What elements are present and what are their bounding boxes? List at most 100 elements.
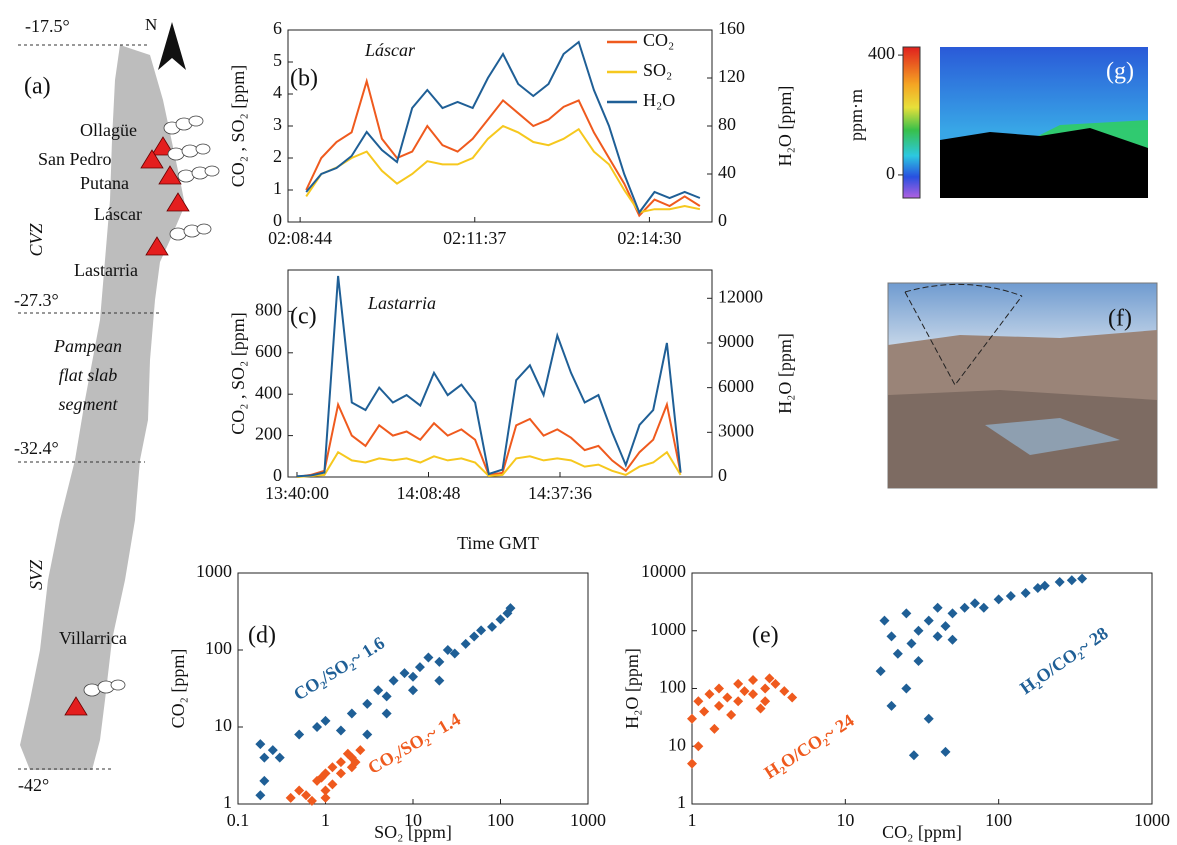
volcano-label: Lastarria [74,260,138,280]
y-tick-label: 100 [205,638,232,658]
y-tick-label: 2 [273,146,282,166]
y2-tick-label: 160 [718,18,745,38]
y-tick-label: 1 [273,178,282,198]
y-tick-label: 1000 [650,619,686,639]
x-tick-label: 14:37:36 [528,483,592,503]
volcano-markers [64,136,190,716]
data-line [296,450,682,478]
scatter-point [255,739,266,750]
scatter-point [699,706,710,717]
scatter-point [906,638,917,649]
scatter-point [408,685,418,696]
legend-label: H₂O [643,90,675,110]
y-tick-label: 10 [668,734,686,754]
scatter-point [362,729,373,740]
segment-label: flat slab [59,365,118,385]
scatter-point [294,729,305,740]
scatter-point [913,625,924,636]
volcano-label: San Pedro [38,149,112,169]
scatter-point [923,713,934,724]
scatter-point [327,762,338,773]
panel-label: (a) [24,74,51,100]
data-line [305,124,701,214]
scatter-point [487,621,498,632]
scatter-point [335,757,346,768]
panel-label: (f) [1108,306,1132,332]
x-tick-label: 10 [836,810,854,830]
scatter-point [993,594,1004,605]
scatter-point [687,758,697,769]
y-axis-label: CO₂ [ppm] [168,649,188,729]
panel-label: (b) [290,66,318,92]
scatter-point [1020,588,1031,599]
x-tick-label: 02:08:44 [268,228,332,248]
scatter-point [726,709,737,720]
data-line [305,77,701,218]
y-tick-label: 5 [273,50,282,70]
chart-panel: 02:08:44 02:11:37 02:14:30 0 1 2 3 4 5 6 0 40 80 120 1… [228,18,795,248]
y-axis-label: CO₂ , SO₂ [ppm] [228,312,248,435]
y-tick-label: 1 [223,792,232,812]
panel-label: (e) [752,623,779,649]
annotation: H₂O/CO₂~ 24 [760,710,857,783]
scatter-point [335,768,346,779]
scatter-point [320,785,331,796]
north-label: N [145,15,157,34]
x-axis-label: CO₂ [ppm] [882,822,962,842]
colorbar-tick-label: 0 [886,163,895,183]
annotation: Láscar [364,40,416,60]
scatter-point [274,752,285,763]
y-tick-label: 100 [659,677,686,697]
scatter-point [316,772,327,783]
y2-tick-label: 3000 [718,420,754,440]
annotation: H₂O/CO₂~ 28 [1016,623,1112,698]
annotation: Lastarria [367,293,436,313]
scatter-point [1039,580,1050,591]
panel-label: (c) [290,304,317,330]
scatter-point [714,700,725,711]
chile-outline [20,45,185,770]
y2-tick-label: 80 [718,114,736,134]
scatter-point [709,723,720,734]
x-tick-label: 02:14:30 [617,228,681,248]
scatter-point [879,615,890,626]
y-tick-label: 10000 [641,561,686,581]
volcano-label: Láscar [94,204,142,224]
scatter-point [748,689,759,700]
scatter-point [327,779,338,790]
scatter-point [764,673,775,684]
x-axis-label: Time GMT [457,533,539,553]
latitude-label: -32.4° [14,438,59,458]
scatter-point [693,741,704,752]
latitude-label: -17.5° [25,16,70,36]
chart-panel: 1 10 100 1000 1 10 100 1000 10000 H₂O [ppm] CO₂ [p… [622,561,1170,842]
y2-tick-label: 9000 [718,331,754,351]
scatter-point [739,686,750,697]
scatter-point [947,608,958,619]
scatter-point [259,775,270,786]
scatter-point [932,602,943,613]
scatter-point [320,792,331,803]
scatter-point [1054,576,1065,587]
scatter-point [940,621,951,632]
scatter-point [908,750,919,761]
scatter-point [346,708,357,719]
y2-axis-label: H₂O [ppm] [775,86,795,167]
legend-label: CO₂ [643,30,674,50]
x-tick-label: 0.1 [227,810,250,830]
scatter-point [969,598,980,609]
y-tick-label: 1 [677,792,686,812]
scatter-point [886,700,897,711]
y-tick-label: 600 [255,341,282,361]
legend-label: SO₂ [643,60,672,80]
x-tick-label: 1000 [1134,810,1170,830]
x-tick-label: 10 [404,810,422,830]
scatter-point [414,662,425,673]
y-axis-label: CO₂ , SO₂ [ppm] [228,65,248,188]
volcano-label: Villarrica [59,628,127,648]
photo: (f) [887,282,1158,489]
scatter-point [442,645,453,655]
data-line [296,275,682,478]
x-tick-label: 1 [321,810,330,830]
chart-panel: 13:40:00 14:08:48 14:37:36 0 200 400 600 800 0 30… [228,269,795,553]
